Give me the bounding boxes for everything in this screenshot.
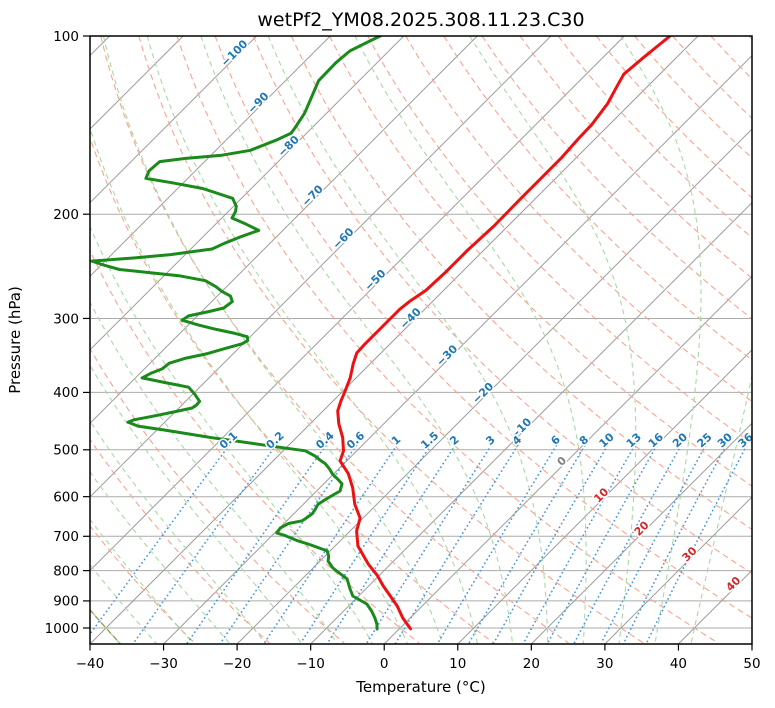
moist-adiabat-line (102, 36, 444, 644)
mixing-ratio-line (645, 441, 750, 644)
dry-adiabat-line (176, 36, 719, 644)
moist-adiabat-line (200, 36, 514, 644)
mixing-ratio-line (394, 441, 521, 644)
moist-adiabat-line (146, 36, 479, 644)
dry-adiabat-line (367, 36, 752, 445)
dry-adiabat-line (90, 249, 420, 644)
dry-adiabat-line (90, 136, 495, 644)
x-tick-label: −10 (296, 656, 325, 672)
y-tick-label: 600 (53, 489, 79, 505)
dry-adiabat-line (138, 36, 644, 644)
x-tick-label: −30 (149, 656, 178, 672)
isotherm-line (90, 36, 405, 351)
x-tick-label: 30 (596, 656, 613, 672)
isotherm-line (310, 201, 752, 644)
dry-adiabat-line (481, 36, 752, 320)
dry-adiabat-line (329, 36, 752, 487)
isotherm-line (90, 36, 699, 644)
moist-adiabat-line (690, 373, 752, 644)
y-tick-label: 900 (53, 594, 79, 610)
isotherm-line (90, 36, 625, 572)
temperature-curve (336, 36, 672, 631)
plot-frame (89, 35, 753, 645)
x-tick-label: 40 (670, 656, 687, 672)
isotherm-line (236, 128, 752, 644)
dry-adiabat-line (90, 438, 270, 644)
moist-adiabat-line (90, 470, 231, 644)
moist-adiabat-line (469, 36, 637, 644)
moist-adiabat-line (90, 126, 409, 644)
mixing-ratio-line (522, 441, 638, 644)
isotherm-line (90, 36, 478, 425)
moist-adiabat-line (620, 36, 702, 644)
isotherm-line (163, 54, 752, 644)
moist-adiabat-line (90, 301, 339, 644)
mixing-ratio-line (90, 441, 233, 636)
y-tick-label: 700 (53, 529, 79, 545)
y-axis-label: Pressure (hPa) (6, 286, 24, 394)
isotherm-line (457, 349, 752, 644)
isotherm-line (604, 496, 752, 644)
y-tick-label: 800 (53, 563, 79, 579)
dry-adiabat-line (252, 36, 752, 575)
mixing-ratio-line (326, 441, 459, 644)
x-tick-label: 50 (743, 656, 760, 672)
x-tick-label: 0 (380, 656, 389, 672)
plot-background (90, 36, 752, 644)
dry-adiabat-line (443, 36, 752, 361)
y-tick-label: 200 (53, 207, 79, 223)
moist-adiabat-line (90, 518, 195, 644)
dry-adiabat-line (290, 36, 752, 531)
background-lines (90, 36, 752, 644)
moist-adiabat-line (90, 225, 374, 644)
axis-ticks: −40 −30 −20 −10 0 10 20 30 40 50 100 200 300 400 500 60… (45, 29, 761, 672)
moist-adiabat-line (90, 563, 158, 644)
x-tick-label: −40 (76, 656, 105, 672)
isotherm-line (530, 422, 752, 644)
profile-curves (90, 36, 672, 631)
x-tick-label: 10 (449, 656, 466, 672)
mixing-ratio-line (186, 441, 329, 644)
y-tick-label: 400 (53, 385, 79, 401)
y-tick-label: 1000 (45, 621, 79, 637)
isotherm-line (383, 275, 752, 644)
mixing-ratio-line (365, 441, 495, 644)
overlapping-adiabat-segment (90, 608, 121, 644)
mixing-ratio-line (219, 441, 360, 644)
mixing-ratio-line (436, 441, 560, 644)
y-tick-label: 500 (53, 443, 79, 459)
mixing-ratio-line (546, 441, 660, 644)
y-tick-label: 100 (53, 29, 79, 45)
x-tick-label: 20 (523, 656, 540, 672)
dry-adiabat-line (214, 36, 752, 619)
isotherm-line (90, 36, 258, 204)
dry-adiabat-line (90, 347, 345, 644)
chart-title: wetPf2_YM08.2025.308.11.23.C30 (257, 9, 584, 31)
moist-adiabat-line (90, 420, 267, 644)
x-tick-label: −20 (223, 656, 252, 672)
moist-adiabat-line (354, 36, 587, 644)
mixing-ratio-line (299, 441, 434, 644)
isotherm-line (90, 36, 331, 277)
y-tick-label: 300 (53, 311, 79, 327)
dry-adiabat-line (100, 36, 569, 644)
dewpoint-curve (90, 36, 382, 631)
mixing-ratio-line (263, 441, 401, 644)
x-axis-label: Temperature (°C) (355, 678, 485, 696)
